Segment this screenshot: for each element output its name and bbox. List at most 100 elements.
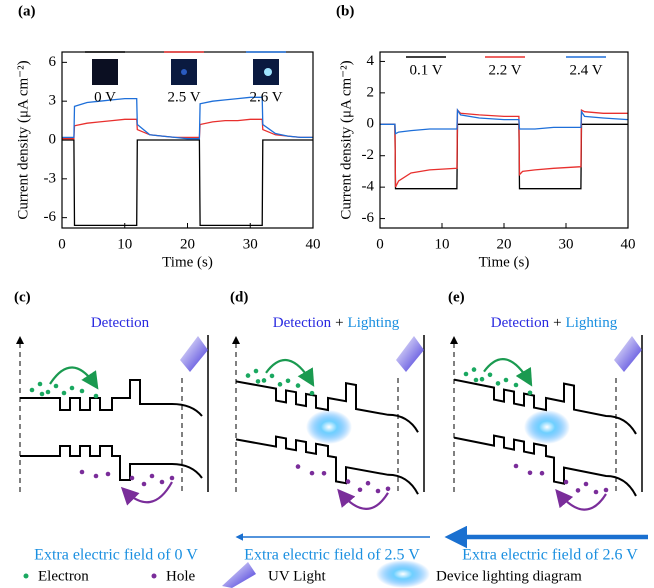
hole [603, 487, 609, 493]
electron-transfer [265, 358, 315, 387]
x-tick-label: 0 [376, 236, 384, 252]
hole [563, 479, 569, 485]
legend-label: 2.5 V [167, 89, 200, 105]
hole [141, 481, 147, 487]
legend-label: Device lighting diagram [436, 568, 582, 584]
conduction-band [235, 380, 419, 433]
electron [513, 382, 519, 388]
electron [473, 377, 479, 383]
electron [69, 385, 75, 391]
y-tick-label: -6 [362, 210, 375, 226]
title-part: + [335, 315, 343, 331]
hole [149, 473, 155, 479]
uv-light [396, 336, 424, 372]
title-part: Lighting [348, 315, 400, 331]
data-line [62, 118, 313, 140]
legend-label: 0.1 V [409, 62, 442, 78]
legend-thumbnail-glow [264, 68, 272, 76]
hole [365, 480, 371, 486]
hole [129, 475, 135, 481]
electron [309, 390, 315, 396]
legend-uv [222, 562, 256, 588]
legend-label: 2.6 V [249, 89, 282, 105]
x-axis-label: Time (s) [162, 254, 213, 270]
electron [255, 379, 261, 384]
electron [253, 368, 259, 374]
hole [93, 473, 99, 479]
hole [593, 489, 599, 495]
panel-title: Detection + Lighting [491, 315, 618, 331]
electron [295, 383, 301, 388]
title-part: Detection [491, 315, 550, 331]
y-axis-label: Current density (μA cm⁻²) [338, 60, 354, 219]
x-tick-label: 30 [559, 236, 574, 252]
hole [159, 479, 165, 485]
hole [169, 475, 175, 481]
hole [345, 479, 351, 484]
electron [79, 388, 85, 394]
panel-title: Detection [91, 315, 150, 331]
y-tick-label: -6 [44, 209, 57, 225]
panel-label: (e) [448, 289, 465, 305]
field-caption: Extra electric field of 2.5 V [244, 547, 420, 564]
data-line [62, 139, 313, 227]
y-axis-label: Current density (μA cm⁻²) [15, 60, 31, 219]
hole [105, 471, 111, 477]
electron [487, 372, 493, 378]
y-tick-label: -3 [44, 170, 57, 186]
valence-band [453, 434, 637, 497]
field-caption: Extra electric field of 0 V [34, 547, 198, 564]
electron [269, 373, 275, 379]
conduction-band [20, 379, 203, 417]
electron [29, 387, 35, 393]
y-tick-label: 0 [367, 116, 375, 132]
hole-transfer [555, 489, 607, 511]
y-tick-label: 6 [49, 54, 57, 70]
uv-light [614, 336, 642, 372]
hole [385, 486, 391, 492]
electron [463, 371, 469, 377]
electron [61, 390, 67, 396]
legend-label: 0 V [94, 89, 116, 105]
band-diagram [232, 335, 430, 541]
electron [261, 378, 267, 383]
electron [285, 378, 291, 384]
electron [471, 367, 477, 372]
panel-label: (a) [18, 3, 36, 19]
valence-band [20, 445, 203, 481]
y-tick-label: 0 [49, 131, 57, 147]
hole [357, 487, 363, 493]
x-tick-label: 30 [243, 236, 258, 252]
electron-transfer [483, 358, 533, 387]
hole-transfer [337, 488, 389, 510]
electron [39, 391, 45, 397]
panel-label: (c) [14, 289, 31, 305]
legend-electron [23, 573, 29, 579]
electron [245, 373, 251, 378]
electron [495, 381, 501, 386]
legend-label: Electron [38, 568, 89, 584]
hole [575, 488, 581, 493]
x-tick-label: 0 [58, 236, 66, 252]
uv-light [180, 336, 208, 372]
title-part: Lighting [566, 315, 618, 331]
diagram-legend: Electron Hole UV Light Device lighting diag… [23, 560, 582, 588]
electron [37, 381, 43, 387]
data-line [380, 123, 628, 190]
title-part: Detection [273, 315, 332, 331]
electron [479, 376, 485, 382]
electron [53, 383, 59, 389]
electron-transfer [49, 366, 99, 390]
hole [295, 464, 301, 469]
electron [527, 390, 533, 396]
x-axis-label: Time (s) [479, 254, 530, 270]
hole [513, 463, 519, 469]
data-line [380, 107, 629, 135]
legend-label: UV Light [268, 568, 326, 584]
legend-label: Hole [166, 568, 196, 584]
hole [321, 470, 327, 476]
x-tick-label: 20 [497, 236, 512, 252]
y-tick-label: -2 [362, 147, 375, 163]
y-tick-label: 4 [367, 53, 375, 69]
legend-label: 2.4 V [569, 62, 602, 78]
